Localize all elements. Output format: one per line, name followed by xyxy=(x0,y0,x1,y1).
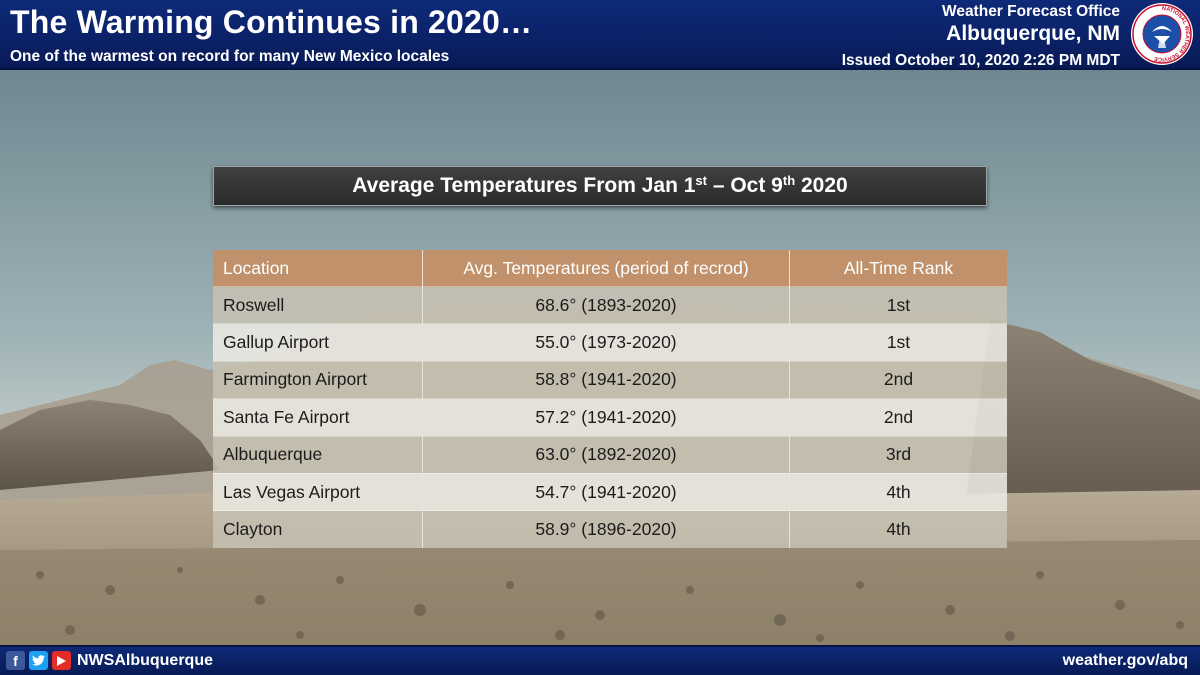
table-row: Gallup Airport 55.0° (1973-2020) 1st xyxy=(213,323,1007,362)
location-cell: Roswell xyxy=(213,285,423,324)
footer-bar: f NWSAlbuquerque weather.gov/abq xyxy=(0,645,1200,675)
nws-seal-icon: NATIONAL WEATHER SERVICE xyxy=(1131,3,1193,65)
rank-cell: 2nd xyxy=(789,360,1007,399)
table-row: Santa Fe Airport 57.2° (1941-2020) 2nd xyxy=(213,398,1007,437)
location-cell: Albuquerque xyxy=(213,435,423,474)
table-header-row: Location Avg. Temperatures (period of re… xyxy=(213,250,1007,287)
office-info: Weather Forecast Office Albuquerque, NM … xyxy=(842,3,1120,70)
rank-cell: 3rd xyxy=(789,435,1007,474)
table-row: Albuquerque 63.0° (1892-2020) 3rd xyxy=(213,435,1007,474)
temperature-table: Location Avg. Temperatures (period of re… xyxy=(213,250,1007,548)
office-name: Weather Forecast Office xyxy=(941,3,1120,20)
page-subtitle: One of the warmest on record for many Ne… xyxy=(10,48,450,65)
rank-cell: 1st xyxy=(789,285,1007,324)
avg-temp-cell: 58.9° (1896-2020) xyxy=(422,510,790,548)
avg-temp-cell: 68.6° (1893-2020) xyxy=(422,285,790,324)
rank-cell: 1st xyxy=(789,323,1007,362)
location-cell: Farmington Airport xyxy=(213,360,423,399)
table-row: Las Vegas Airport 54.7° (1941-2020) 4th xyxy=(213,472,1007,511)
social-handle[interactable]: NWSAlbuquerque xyxy=(77,652,213,669)
social-links: f NWSAlbuquerque xyxy=(6,651,213,670)
page-title: The Warming Continues in 2020… xyxy=(10,4,533,40)
table-row: Farmington Airport 58.8° (1941-2020) 2nd xyxy=(213,360,1007,399)
avg-temp-cell: 57.2° (1941-2020) xyxy=(422,398,790,437)
column-header-location: Location xyxy=(213,250,423,287)
twitter-icon[interactable] xyxy=(29,651,48,670)
table-title: Average Temperatures From Jan 1st – Oct … xyxy=(213,166,987,206)
avg-temp-cell: 63.0° (1892-2020) xyxy=(422,435,790,474)
issued-timestamp: Issued October 10, 2020 2:26 PM MDT xyxy=(841,52,1120,69)
table-row: Roswell 68.6° (1893-2020) 1st xyxy=(213,285,1007,324)
website-link[interactable]: weather.gov/abq xyxy=(1062,652,1188,669)
location-cell: Gallup Airport xyxy=(213,323,423,362)
rank-cell: 4th xyxy=(789,510,1007,548)
rank-cell: 4th xyxy=(789,472,1007,511)
youtube-icon[interactable] xyxy=(52,651,71,670)
table-row: Clayton 58.9° (1896-2020) 4th xyxy=(213,510,1007,548)
avg-temp-cell: 55.0° (1973-2020) xyxy=(422,323,790,362)
location-cell: Santa Fe Airport xyxy=(213,398,423,437)
column-header-avg-temp: Avg. Temperatures (period of recrod) xyxy=(422,250,790,287)
facebook-icon[interactable]: f xyxy=(6,651,25,670)
header-bar: The Warming Continues in 2020… One of th… xyxy=(0,0,1200,70)
avg-temp-cell: 54.7° (1941-2020) xyxy=(422,472,790,511)
column-header-rank: All-Time Rank xyxy=(789,250,1007,287)
rank-cell: 2nd xyxy=(789,398,1007,437)
office-location: Albuquerque, NM xyxy=(946,22,1120,45)
location-cell: Clayton xyxy=(213,510,423,548)
location-cell: Las Vegas Airport xyxy=(213,472,423,511)
avg-temp-cell: 58.8° (1941-2020) xyxy=(422,360,790,399)
